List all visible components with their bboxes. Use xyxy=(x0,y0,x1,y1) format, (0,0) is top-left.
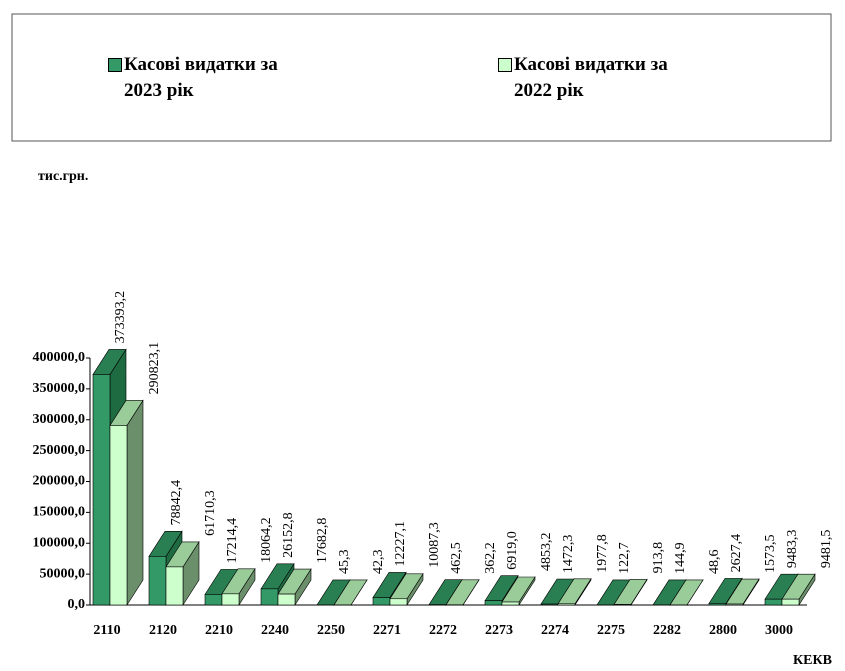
x-tick-label: 2210 xyxy=(205,623,233,638)
x-tick-label: 2800 xyxy=(709,623,737,638)
value-label: 45,3 xyxy=(337,549,352,574)
value-label: 17214,4 xyxy=(225,518,240,564)
bar xyxy=(708,603,727,606)
value-label: 1573,5 xyxy=(763,535,778,574)
value-label: 362,2 xyxy=(483,542,498,574)
value-label: 144,9 xyxy=(673,542,688,574)
bar xyxy=(204,594,223,606)
y-axis-title: тис.грн. xyxy=(38,169,88,184)
value-label: 2627,4 xyxy=(729,534,744,573)
value-label: 9481,5 xyxy=(819,530,834,569)
x-tick-label: 2271 xyxy=(373,623,401,638)
value-label: 4853,2 xyxy=(539,533,554,572)
bar xyxy=(501,601,520,606)
value-label: 26152,8 xyxy=(281,512,296,558)
y-tick-label: 50000,0 xyxy=(40,566,86,581)
bar xyxy=(764,598,783,606)
value-label: 373393,2 xyxy=(113,291,128,344)
x-tick-label: 2274 xyxy=(541,623,569,638)
bar xyxy=(613,604,632,606)
bar xyxy=(540,603,559,606)
x-tick-label: 2272 xyxy=(429,623,457,638)
x-tick-label: 2110 xyxy=(93,623,120,638)
x-tick-label: 2282 xyxy=(653,623,681,638)
value-label: 61710,3 xyxy=(203,490,218,536)
value-label: 78842,4 xyxy=(169,480,184,526)
bar xyxy=(109,425,128,606)
legend-swatch xyxy=(498,58,512,72)
bar-side xyxy=(126,399,144,607)
value-label: 1977,8 xyxy=(595,534,610,573)
y-tick-label: 100000,0 xyxy=(33,535,86,550)
value-label: 122,7 xyxy=(617,542,632,574)
y-tick-label: 350000,0 xyxy=(33,381,86,396)
bar xyxy=(781,598,800,606)
y-tick-label: 250000,0 xyxy=(33,443,86,458)
value-label: 913,8 xyxy=(651,542,666,574)
bar xyxy=(148,556,167,606)
bar xyxy=(260,588,279,606)
value-label: 462,5 xyxy=(449,542,464,574)
x-axis-title: КЕКВ xyxy=(793,653,832,668)
value-label: 42,3 xyxy=(371,549,386,574)
legend-swatch xyxy=(108,58,122,72)
y-tick-label: 150000,0 xyxy=(33,505,86,520)
x-tick-label: 2275 xyxy=(597,623,625,638)
bar xyxy=(92,374,111,606)
bar xyxy=(221,593,240,606)
x-tick-label: 2273 xyxy=(485,623,513,638)
x-tick-label: 3000 xyxy=(765,623,793,638)
legend-box xyxy=(11,13,832,142)
bar xyxy=(725,603,744,606)
x-tick-label: 2250 xyxy=(317,623,345,638)
x-tick-label: 2240 xyxy=(261,623,289,638)
bar xyxy=(372,597,391,606)
value-label: 17682,8 xyxy=(315,518,330,564)
legend-label: Касові видатки за 2023 рік xyxy=(124,54,278,101)
value-label: 10087,3 xyxy=(427,522,442,568)
bar xyxy=(277,593,296,606)
value-label: 12227,1 xyxy=(393,521,408,567)
bar xyxy=(165,566,184,606)
legend-label: Касові видатки за 2022 рік xyxy=(514,54,668,101)
y-tick-label: 300000,0 xyxy=(33,412,86,427)
bar xyxy=(484,600,503,606)
bar xyxy=(389,598,408,606)
value-label: 290823,1 xyxy=(147,342,162,395)
y-tick-label: 0,0 xyxy=(68,597,86,612)
value-label: 6919,0 xyxy=(505,531,520,570)
bar xyxy=(557,603,576,606)
value-label: 48,6 xyxy=(707,549,722,574)
value-label: 1472,3 xyxy=(561,535,576,574)
x-tick-label: 2120 xyxy=(149,623,177,638)
value-label: 18064,2 xyxy=(259,517,274,563)
y-tick-label: 400000,0 xyxy=(33,350,86,365)
y-tick-label: 200000,0 xyxy=(33,474,86,489)
value-label: 9483,3 xyxy=(785,530,800,569)
